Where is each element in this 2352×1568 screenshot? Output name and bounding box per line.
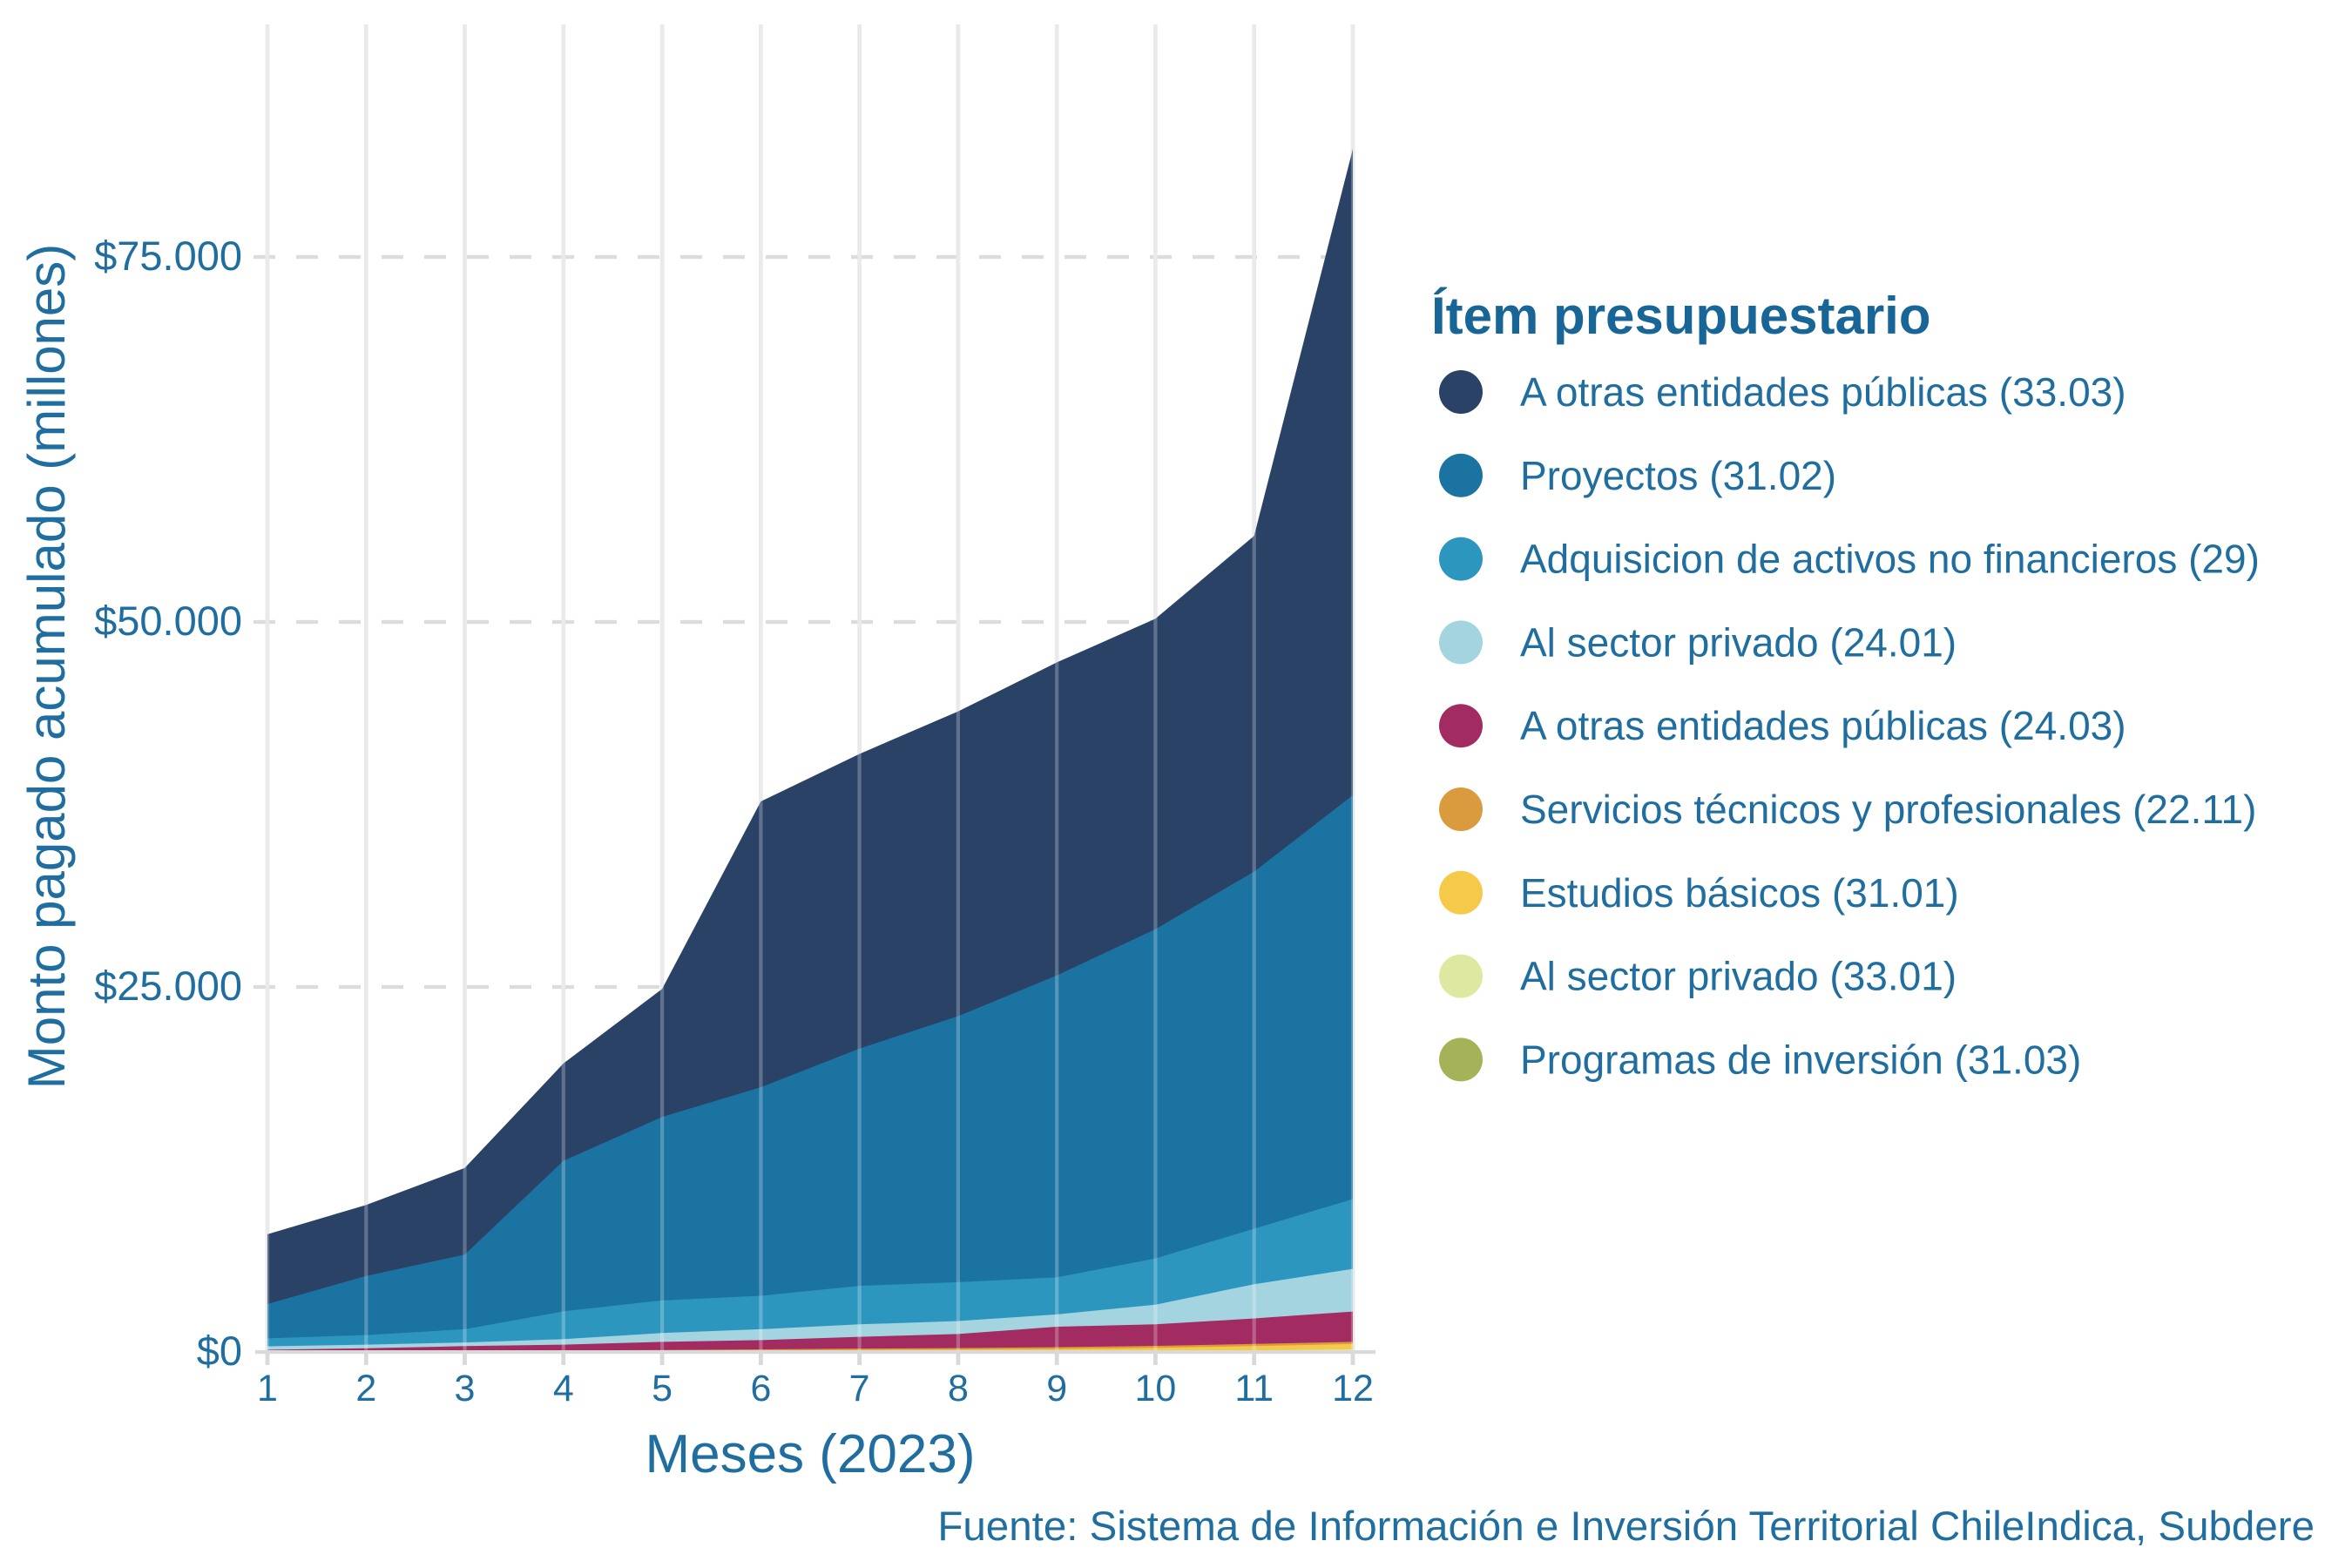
svg-text:10: 10 xyxy=(1134,1368,1176,1409)
svg-text:Adquisicion de activos no fina: Adquisicion de activos no financieros (2… xyxy=(1520,537,2260,582)
svg-text:3: 3 xyxy=(455,1368,476,1409)
svg-text:$50.000: $50.000 xyxy=(94,598,242,644)
svg-text:9: 9 xyxy=(1046,1368,1067,1409)
svg-text:$25.000: $25.000 xyxy=(94,963,242,1009)
svg-text:A otras entidades públicas (33: A otras entidades públicas (33.03) xyxy=(1520,369,2126,415)
svg-text:4: 4 xyxy=(553,1368,574,1409)
svg-text:Monto pagado acumulado (millon: Monto pagado acumulado (millones) xyxy=(17,244,76,1090)
svg-text:Al sector privado (24.01): Al sector privado (24.01) xyxy=(1520,619,1957,665)
svg-text:Proyectos (31.02): Proyectos (31.02) xyxy=(1520,453,1836,498)
svg-text:2: 2 xyxy=(355,1368,376,1409)
svg-text:11: 11 xyxy=(1234,1368,1274,1409)
svg-text:Programas de inversión (31.03): Programas de inversión (31.03) xyxy=(1520,1037,2081,1082)
svg-text:8: 8 xyxy=(948,1368,969,1409)
svg-text:7: 7 xyxy=(849,1368,870,1409)
svg-text:$0: $0 xyxy=(197,1328,242,1374)
svg-text:Meses (2023): Meses (2023) xyxy=(645,1424,975,1484)
svg-text:A otras entidades públicas (24: A otras entidades públicas (24.03) xyxy=(1520,703,2126,748)
svg-text:Fuente: Sistema de Información: Fuente: Sistema de Información e Inversi… xyxy=(937,1504,2315,1550)
svg-text:6: 6 xyxy=(750,1368,771,1409)
svg-text:$75.000: $75.000 xyxy=(94,233,242,279)
svg-text:Al sector privado (33.01): Al sector privado (33.01) xyxy=(1520,954,1957,999)
svg-text:12: 12 xyxy=(1332,1368,1374,1409)
svg-text:Ítem presupuestario: Ítem presupuestario xyxy=(1431,287,1931,345)
svg-text:Servicios técnicos y profesion: Servicios técnicos y profesionales (22.1… xyxy=(1520,787,2256,832)
svg-text:1: 1 xyxy=(257,1368,278,1409)
svg-text:5: 5 xyxy=(652,1368,672,1409)
svg-text:Estudios básicos (31.01): Estudios básicos (31.01) xyxy=(1520,870,1959,916)
